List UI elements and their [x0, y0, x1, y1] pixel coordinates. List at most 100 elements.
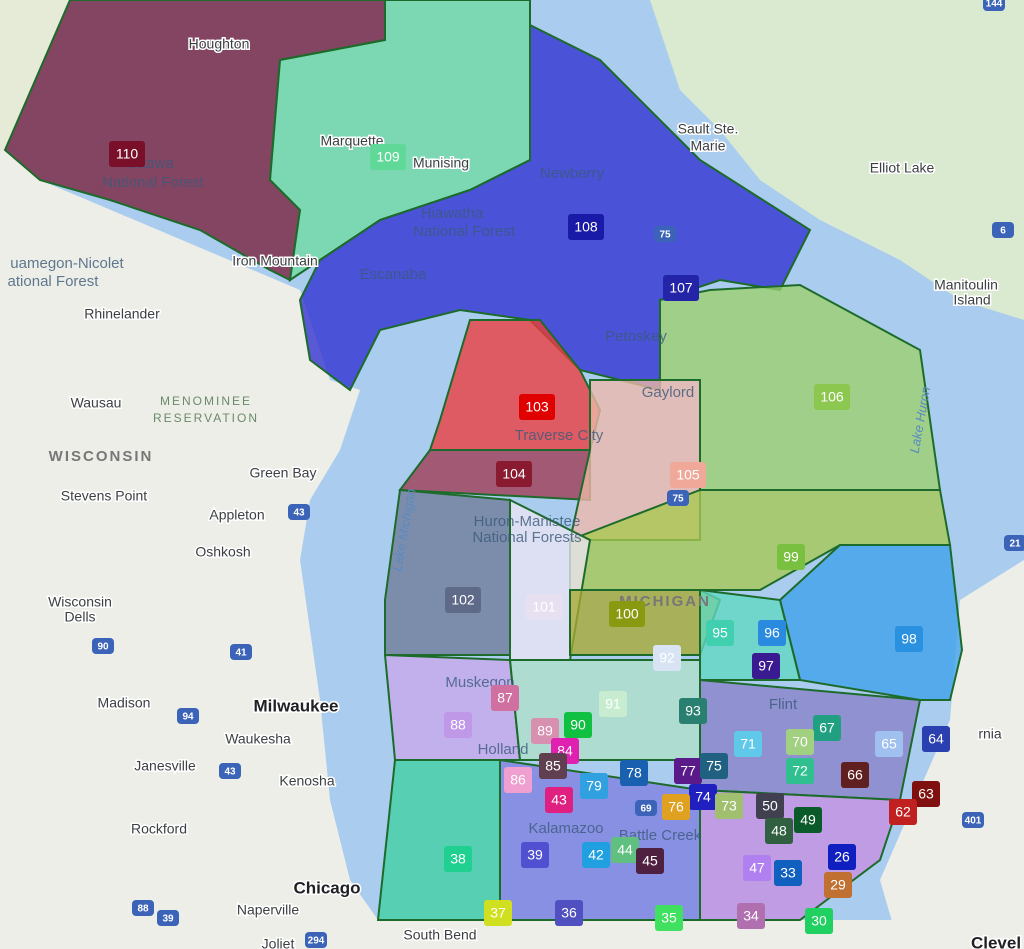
- district-badge: [568, 214, 604, 240]
- district-label: 35: [661, 910, 677, 926]
- highway-number: 21: [1009, 539, 1021, 550]
- district-badge: [813, 715, 841, 741]
- place-label: Huron-Manistee: [474, 513, 581, 530]
- highway-shield: [288, 504, 310, 520]
- highway-shield: [92, 638, 114, 654]
- district-badge: [599, 691, 627, 717]
- district-badge: [519, 394, 555, 420]
- highway-shield: [983, 0, 1005, 11]
- highway-number: 43: [224, 767, 236, 778]
- district-badge: [912, 781, 940, 807]
- highway-number: 43: [293, 508, 305, 519]
- district-badge: [758, 620, 786, 646]
- district-badge: [674, 758, 702, 784]
- district-badge: [370, 144, 406, 170]
- district-badge: [670, 462, 706, 488]
- district-label: 62: [895, 804, 911, 820]
- district-badge: [662, 794, 690, 820]
- district-label: 49: [800, 812, 816, 828]
- district-label: 38: [450, 851, 466, 867]
- district-badge: [743, 855, 771, 881]
- district-badge: [496, 461, 532, 487]
- place-label: Munising: [413, 155, 469, 171]
- highway-number: 75: [672, 494, 684, 505]
- place-label: Manitoulin: [934, 277, 998, 293]
- district-badge: [679, 698, 707, 724]
- district-badge: [706, 620, 734, 646]
- highway-shield: [177, 708, 199, 724]
- place-label: Milwaukee: [253, 696, 338, 715]
- place-label: Rhinelander: [84, 306, 160, 322]
- district-badge: [663, 275, 699, 301]
- district-badge: [444, 712, 472, 738]
- district-badge: [828, 844, 856, 870]
- district-label: 30: [811, 913, 827, 929]
- district-label: 74: [695, 789, 711, 805]
- district-badge: [889, 799, 917, 825]
- place-label: Holland: [478, 741, 529, 758]
- district-label: 100: [615, 606, 639, 622]
- district-badge: [922, 726, 950, 752]
- highway-number: 41: [235, 648, 247, 659]
- place-label: Elliot Lake: [870, 160, 935, 176]
- district-label: 47: [749, 860, 765, 876]
- district-badge: [109, 141, 145, 167]
- land-ontario: [880, 560, 1024, 949]
- place-label: National Forests: [472, 529, 581, 546]
- place-label: Sault Ste.: [678, 121, 739, 137]
- district-label: 93: [685, 703, 701, 719]
- district-label: 66: [847, 767, 863, 783]
- district-badge: [737, 903, 765, 929]
- district-label: 95: [712, 625, 728, 641]
- district-badge: [805, 908, 833, 934]
- district-label: 72: [792, 763, 808, 779]
- highway-shield: [962, 812, 984, 828]
- highway-shield: [132, 900, 154, 916]
- place-label: Stevens Point: [61, 488, 147, 504]
- highway-number: 88: [137, 904, 149, 915]
- district-label: 106: [820, 389, 844, 405]
- place-label: Marie: [690, 138, 725, 154]
- district-badge: [636, 848, 664, 874]
- district-label: 98: [901, 631, 917, 647]
- district-badge: [539, 753, 567, 779]
- district-badge: [582, 842, 610, 868]
- district-label: 76: [668, 799, 684, 815]
- district-badge: [786, 729, 814, 755]
- district-label: 71: [740, 736, 756, 752]
- highway-number: 69: [640, 804, 652, 815]
- district-label: 43: [551, 792, 567, 808]
- place-label: Waukesha: [225, 731, 291, 747]
- district-badge: [756, 793, 784, 819]
- place-label: Flint: [769, 696, 798, 713]
- district-label: 103: [525, 399, 549, 415]
- district-label: 42: [588, 847, 604, 863]
- district-label: 101: [532, 599, 556, 615]
- district-label: 70: [792, 734, 808, 750]
- place-label: South Bend: [403, 927, 476, 943]
- place-label: Naperville: [237, 902, 299, 918]
- land-canada: [650, 0, 1024, 320]
- place-label: Kalamazoo: [528, 820, 603, 837]
- district-region: [384, 488, 511, 656]
- highway-shield: [230, 644, 252, 660]
- place-label: Kenosha: [279, 773, 334, 789]
- district-badge: [564, 712, 592, 738]
- district-label: 85: [545, 758, 561, 774]
- district-label: 65: [881, 736, 897, 752]
- district-badge: [752, 653, 780, 679]
- highway-number: 401: [965, 816, 982, 827]
- highway-number: 294: [308, 936, 325, 947]
- place-label: Houghton: [189, 36, 250, 52]
- place-label: Escanaba: [360, 266, 427, 283]
- district-label: 96: [764, 625, 780, 641]
- highway-number: 75: [659, 230, 671, 241]
- district-badge: [777, 544, 805, 570]
- district-label: 107: [669, 280, 693, 296]
- highway-shield: [992, 222, 1014, 238]
- district-label: 26: [834, 849, 850, 865]
- highway-shield: [157, 910, 179, 926]
- district-badge: [774, 860, 802, 886]
- place-label: rnia: [978, 726, 1002, 742]
